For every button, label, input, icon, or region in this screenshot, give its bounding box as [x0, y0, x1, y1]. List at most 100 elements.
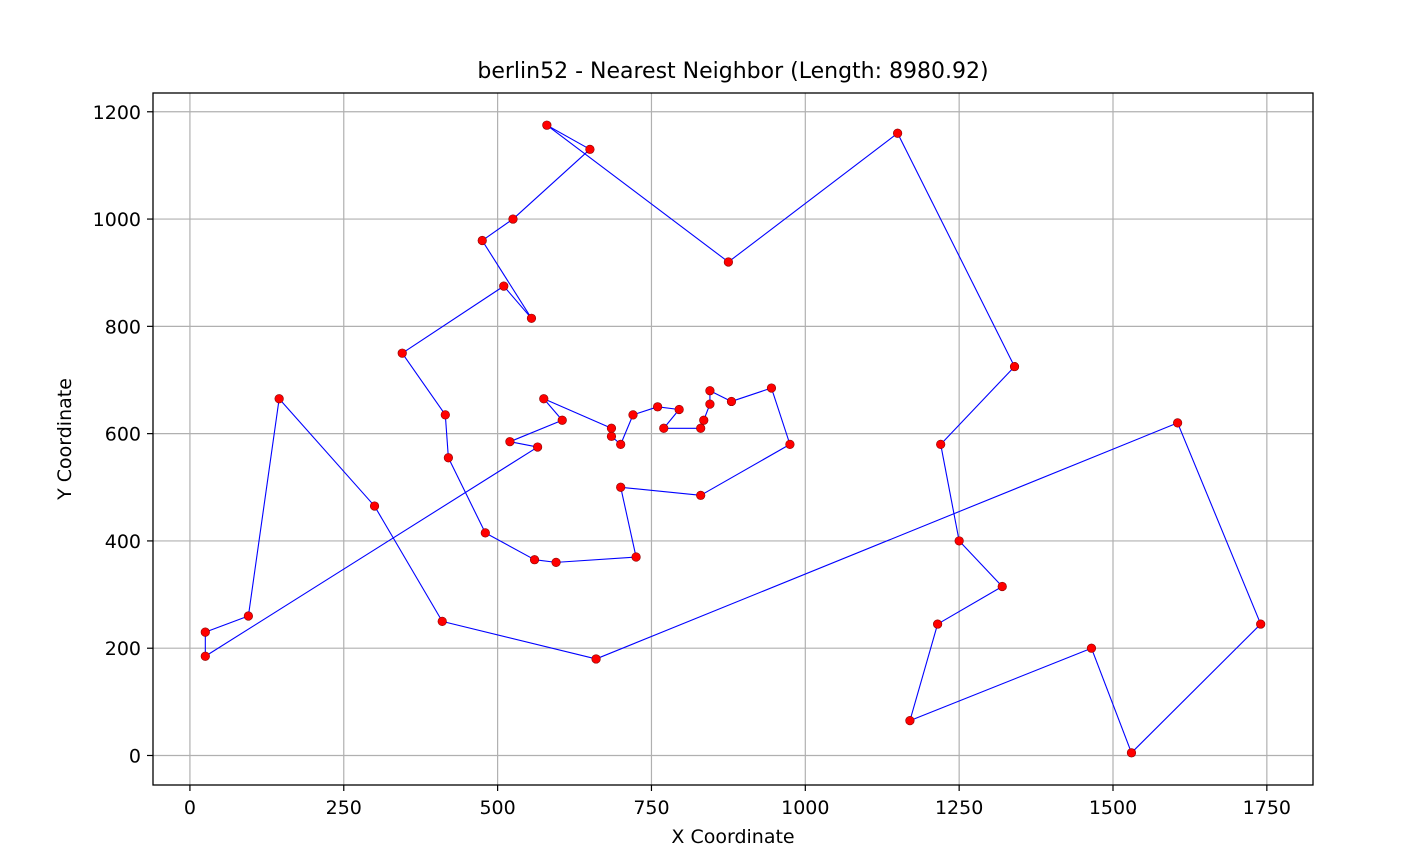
city-point [723, 257, 733, 267]
city-point [696, 490, 706, 500]
tour-segment [543, 398, 563, 421]
tour-segment [940, 366, 1015, 445]
tour-segment [509, 419, 563, 443]
tour-segment [620, 487, 637, 558]
city-point [696, 423, 706, 433]
city-point [505, 437, 515, 447]
x-tick-label: 500 [479, 797, 515, 819]
city-point [369, 501, 380, 511]
x-tick-label: 0 [184, 797, 196, 819]
tour-segment [205, 446, 538, 657]
tour-segment [937, 586, 1003, 625]
tour-segment [481, 240, 532, 319]
tour-segment [205, 615, 249, 633]
city-point [699, 415, 709, 425]
tour-segment [556, 556, 637, 563]
grid-lines [153, 93, 1313, 785]
tour-segment [1131, 623, 1262, 754]
y-axis-ticks: 0 200 400 600 800 1000 1200 [93, 102, 153, 767]
tour-segment [503, 285, 532, 319]
tour-segment [546, 124, 729, 263]
city-point [440, 410, 450, 420]
chart-title: berlin52 - Nearest Neighbor (Length: 898… [477, 59, 988, 84]
x-tick-label: 1250 [935, 797, 983, 819]
x-tick-label: 750 [633, 797, 669, 819]
city-point [200, 627, 210, 637]
x-axis-ticks: 0 250 500 750 1000 1250 1500 1750 [184, 785, 1291, 819]
city-point [628, 410, 638, 420]
city-point [705, 386, 715, 396]
city-point [997, 581, 1007, 592]
tour-segment [728, 132, 898, 263]
x-tick-label: 1000 [781, 797, 829, 819]
city-point [243, 611, 253, 621]
city-point [539, 394, 549, 404]
city-point [1126, 748, 1137, 758]
tour-segment [447, 457, 486, 534]
city-point [585, 144, 595, 154]
tour-segment [731, 387, 772, 402]
city-point [551, 557, 561, 567]
city-point [1173, 418, 1183, 428]
city-point [606, 423, 617, 433]
city-point [508, 214, 518, 224]
city-point [1009, 361, 1020, 372]
tour-segment [595, 422, 1178, 660]
y-tick-label: 200 [105, 638, 141, 660]
tour-segment [620, 486, 701, 496]
tour-segment [401, 285, 505, 354]
city-point [437, 616, 447, 626]
city-point [705, 399, 715, 409]
tour-segment [509, 441, 538, 448]
city-point [766, 383, 777, 393]
tour-segment [543, 398, 612, 429]
tour-segment [700, 443, 791, 496]
city-point [526, 313, 537, 323]
city-point [499, 281, 509, 291]
tour-segment [546, 124, 591, 150]
city-point [785, 439, 795, 449]
y-tick-label: 1000 [93, 209, 141, 231]
city-point [726, 396, 737, 407]
tour-segment [444, 414, 449, 458]
tour-segment [1090, 648, 1132, 754]
city-point [542, 120, 552, 130]
tour-segment [485, 532, 535, 561]
tour-segment [909, 647, 1092, 722]
city-point [606, 431, 617, 441]
city-point [653, 402, 663, 412]
plot-frame [152, 92, 1314, 786]
city-point [954, 536, 964, 546]
tour-segment [909, 623, 939, 721]
city-point [905, 716, 915, 726]
y-tick-label: 600 [105, 424, 141, 446]
tour-segment [620, 414, 634, 445]
tour-segment [481, 218, 514, 241]
x-axis-label: X Coordinate [671, 826, 794, 848]
city-point [893, 128, 903, 138]
city-point [557, 415, 567, 425]
city-point [674, 404, 684, 415]
city-point [936, 439, 946, 449]
city-point [1086, 643, 1097, 653]
tour-segment [897, 132, 1016, 367]
city-point [631, 552, 641, 562]
city-point [591, 654, 601, 664]
y-tick-label: 1200 [93, 102, 141, 124]
y-tick-label: 800 [105, 316, 141, 338]
tour-segment [278, 398, 375, 507]
city-point [480, 528, 490, 538]
tour-segment [247, 398, 280, 617]
y-axis-label: Y Coordinate [54, 378, 76, 501]
city-point [477, 235, 487, 246]
y-tick-label: 400 [105, 531, 141, 553]
tour-segment [770, 387, 791, 445]
tour-segment [940, 444, 960, 542]
tour-segment [512, 148, 591, 220]
tour-segment [401, 352, 446, 416]
city-point [443, 453, 453, 463]
tour-segment [958, 540, 1003, 587]
city-point [200, 651, 210, 661]
x-tick-label: 1500 [1089, 797, 1137, 819]
tour-segment [374, 505, 443, 622]
